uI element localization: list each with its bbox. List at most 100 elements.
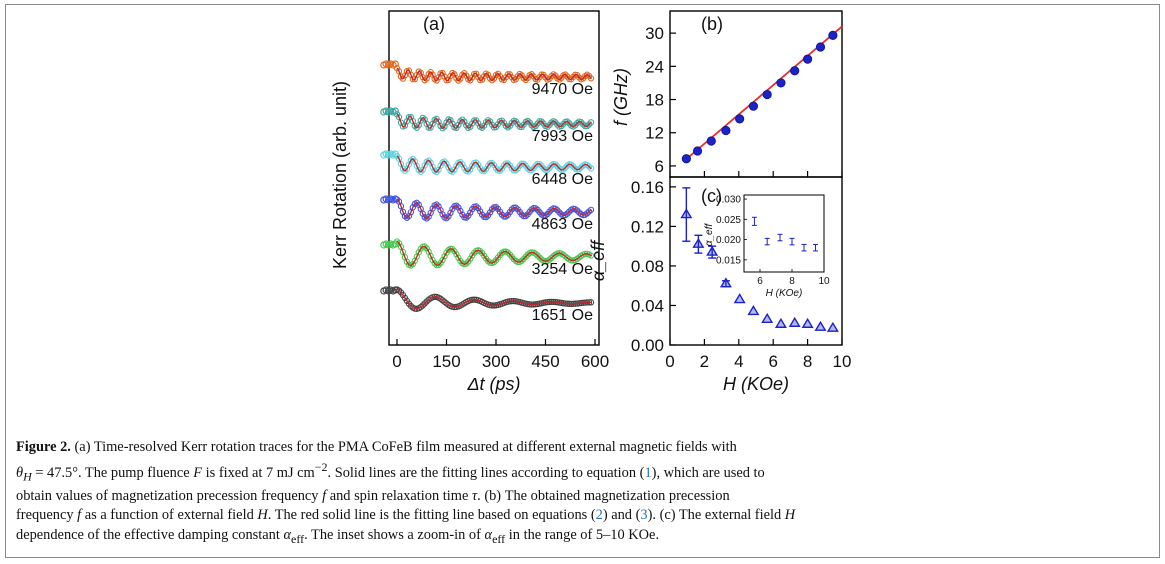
inset-y-tick-label: 0.030 <box>716 195 741 206</box>
data-point <box>774 317 787 328</box>
panel-a-label: (a) <box>423 14 445 34</box>
trace-fit-line <box>396 113 592 130</box>
trace-point <box>397 203 405 210</box>
data-point <box>719 277 732 288</box>
trace-field-label: 6448 Oe <box>532 171 593 188</box>
caption-text: dependence of the effective damping cons… <box>16 526 284 543</box>
trace-point <box>437 260 444 267</box>
data-point <box>788 316 801 327</box>
figure-caption: Figure 2. (a) Time-resolved Kerr rotatio… <box>16 438 1156 549</box>
trace-point <box>409 260 416 268</box>
caption-sub: eff <box>291 531 305 546</box>
trace-point <box>587 252 595 259</box>
x-tick-label: 450 <box>531 352 559 371</box>
trace-point <box>556 209 563 216</box>
caption-text: and spin relaxation time <box>326 487 472 504</box>
panel-c-ylabel: α_eff <box>588 239 608 281</box>
trace-point <box>399 248 407 256</box>
data-point <box>681 154 691 164</box>
trace-point <box>433 77 440 84</box>
trace-point <box>391 107 399 115</box>
trace-point <box>455 254 462 261</box>
data-point <box>735 114 745 124</box>
data-point <box>692 237 705 248</box>
caption-text: as a function of external field <box>81 507 258 524</box>
caption-var: f <box>77 507 82 524</box>
trace-field-label: 4863 Oe <box>532 216 593 233</box>
y-tick-label: 0.08 <box>631 257 664 276</box>
trace-point <box>395 287 403 294</box>
y-tick-label: 0.04 <box>631 296 664 315</box>
trace-fit-line <box>396 155 592 173</box>
trace-point <box>587 206 595 214</box>
caption-text: is fixed at 7 mJ cm <box>202 464 315 481</box>
trace-point <box>577 164 585 171</box>
caption-text: ). (c) The external field <box>647 507 785 524</box>
data-point <box>706 136 716 146</box>
data-point <box>747 305 760 316</box>
panel-a-frame <box>388 10 600 346</box>
data-point <box>790 66 800 76</box>
y-tick-label: 0.16 <box>631 178 664 197</box>
panel-b: 6 12 18 24 30 f (GHz) (b) <box>611 10 843 250</box>
caption-text: . The inset shows a zoom-in of <box>304 526 485 543</box>
data-point <box>733 293 746 304</box>
data-point <box>826 321 839 332</box>
trace-point <box>574 207 581 214</box>
shared-xlabel: H (KOe) <box>723 374 789 394</box>
caption-sub: eff <box>492 531 506 546</box>
inset-ylabel: α_eff <box>704 223 715 247</box>
inset-x-tick-label: 6 <box>757 276 763 287</box>
data-point <box>776 78 786 88</box>
caption-text: = 47.5°. The pump fluence <box>31 464 194 481</box>
x-tick-label: 600 <box>581 352 609 371</box>
x-tick-label: 10 <box>833 352 852 371</box>
trace-fit-line <box>396 67 592 82</box>
panel-a-ylabel: Kerr Rotation (arb. unit) <box>330 81 350 269</box>
y-tick-label: 0.00 <box>631 336 664 355</box>
panel-b-ylabel: f (GHz) <box>611 68 631 126</box>
data-point <box>706 245 719 256</box>
y-tick-label: 6 <box>655 157 664 176</box>
trace-point <box>482 165 490 173</box>
caption-var: f <box>322 487 327 504</box>
trace-point <box>395 155 403 162</box>
trace-point <box>587 119 595 126</box>
data-point <box>761 312 774 324</box>
equation-ref-1[interactable]: 1 <box>644 464 652 481</box>
figure-label: Figure 2. <box>16 439 71 455</box>
x-tick-label: 150 <box>432 352 460 371</box>
x-tick-label: 300 <box>482 352 510 371</box>
x-tick-label: 2 <box>700 352 709 371</box>
equation-ref-2[interactable]: 2 <box>595 507 603 524</box>
trace-point <box>486 75 494 82</box>
caption-text: ) and ( <box>602 507 641 524</box>
y-tick-label: 30 <box>645 24 664 43</box>
figure-frame: 0 150 300 450 600 Kerr Rotation (arb. unit) Δt… <box>5 4 1160 558</box>
caption-var: α <box>283 526 292 543</box>
trace-point <box>413 199 420 206</box>
trace-point <box>395 68 403 75</box>
panel-c: 0.00 0.04 0.08 0.12 0.16 0 2 4 6 8 10 α_eff H (KOe) (… <box>588 176 852 394</box>
trace-point <box>453 162 460 170</box>
data-point <box>680 208 693 219</box>
caption-var: α <box>484 526 493 543</box>
data-point <box>721 125 731 136</box>
panel-c-frame <box>669 176 843 346</box>
trace-point <box>587 165 595 172</box>
trace-point <box>429 205 436 212</box>
theta-symbol: θ <box>16 464 24 481</box>
trace-field-label: 7993 Oe <box>532 128 593 145</box>
trace-point <box>467 255 474 262</box>
trace-point <box>486 209 494 216</box>
trace-fit-line <box>396 240 592 267</box>
trace-point <box>419 302 426 309</box>
y-tick-label: 12 <box>645 124 664 143</box>
inset-xlabel: H (KOe) <box>766 288 803 299</box>
caption-text: in the range of 5–10 KOe. <box>505 526 660 543</box>
trace-point <box>429 256 436 264</box>
x-tick-label: 0 <box>392 352 401 371</box>
equation-ref-3[interactable]: 3 <box>640 507 648 524</box>
theta-sub: H <box>23 469 32 484</box>
